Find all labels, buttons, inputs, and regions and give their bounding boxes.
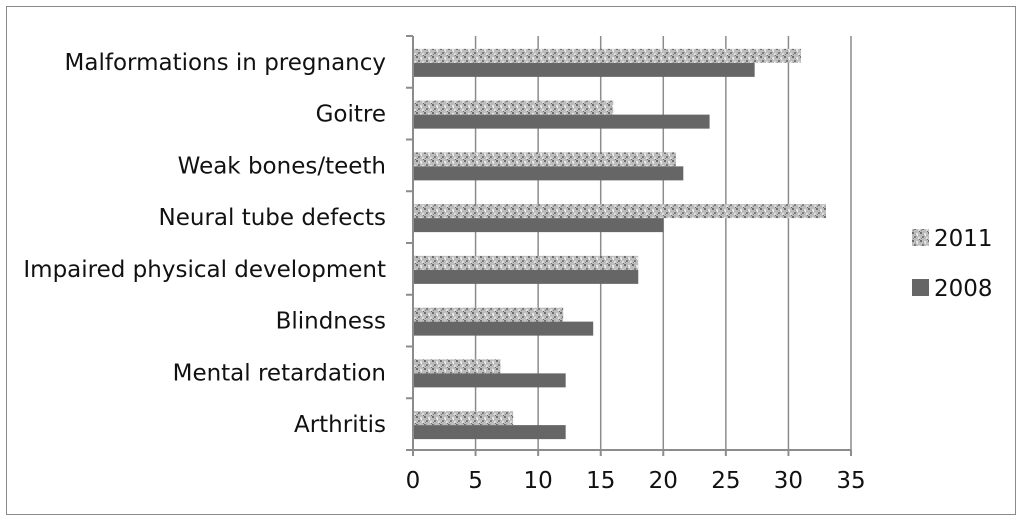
x-tick-label: 15 — [586, 468, 615, 494]
bar-2008 — [413, 269, 639, 284]
bar-2008 — [413, 425, 566, 440]
x-tick-label: 30 — [774, 468, 803, 494]
category-label: Mental retardation — [173, 360, 386, 386]
bar-2011 — [413, 307, 564, 322]
bar-2008 — [413, 218, 664, 233]
bar-2008 — [413, 114, 710, 129]
x-tick-label: 5 — [468, 468, 483, 494]
axes — [406, 35, 852, 456]
category-label: Neural tube defects — [159, 205, 386, 231]
legend: 2011 2008 — [912, 226, 993, 302]
bar-2011 — [413, 48, 801, 63]
bar-2011 — [413, 152, 676, 167]
category-label: Arthritis — [294, 412, 386, 438]
bar-2008 — [413, 321, 594, 336]
legend-label-2008: 2008 — [934, 276, 993, 302]
bars — [413, 48, 826, 440]
legend-label-2011: 2011 — [934, 226, 993, 252]
x-tick-label: 10 — [524, 468, 553, 494]
x-tick-labels: 0 5 10 15 20 25 30 35 — [406, 468, 866, 494]
legend-swatch-2011 — [912, 229, 929, 246]
bar-2008 — [413, 373, 566, 388]
category-label: Weak bones/teeth — [178, 153, 386, 179]
x-tick-label: 20 — [649, 468, 678, 494]
category-label: Blindness — [276, 309, 386, 335]
bar-2008 — [413, 166, 684, 181]
category-label: Impaired physical development — [23, 257, 386, 283]
x-tick-label: 35 — [836, 468, 865, 494]
bar-2011 — [413, 411, 514, 426]
bar-2011 — [413, 359, 501, 374]
category-label: Malformations in pregnancy — [65, 50, 386, 76]
gridlines — [474, 36, 852, 450]
bar-2011 — [413, 204, 826, 219]
category-label: Goitre — [316, 102, 386, 128]
x-tick-label: 25 — [711, 468, 740, 494]
bar-2011 — [413, 255, 639, 270]
legend-swatch-2008 — [912, 279, 929, 296]
category-labels: Malformations in pregnancy Goitre Weak bon… — [23, 50, 386, 438]
bar-2011 — [413, 100, 614, 115]
bar-2008 — [413, 62, 755, 77]
x-tick-label: 0 — [406, 468, 421, 494]
